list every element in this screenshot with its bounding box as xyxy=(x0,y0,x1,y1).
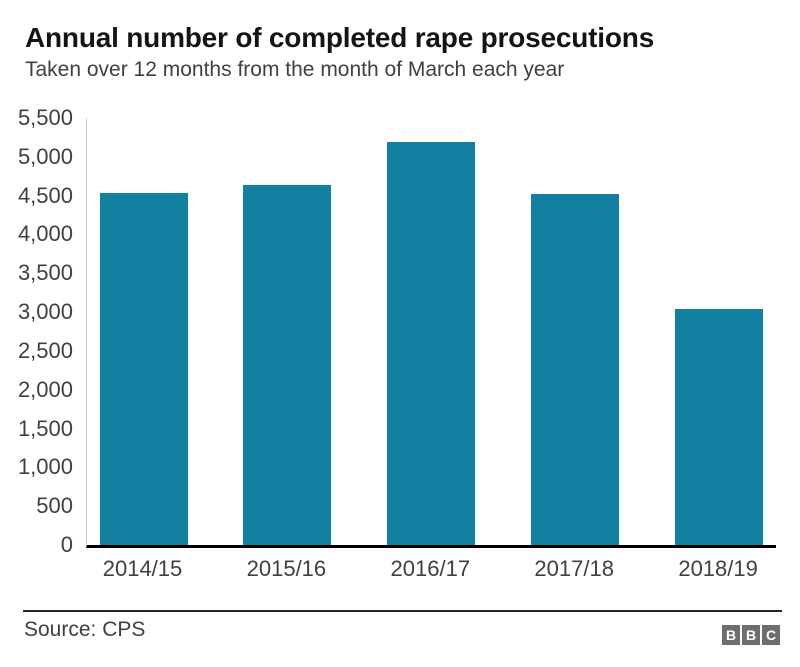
bbc-logo-letter: B xyxy=(742,625,760,645)
source-label: Source: CPS xyxy=(24,618,146,641)
y-tick-label: 5,500 xyxy=(17,105,73,130)
chart-title: Annual number of completed rape prosecut… xyxy=(25,22,655,53)
x-tick-label: 2015/16 xyxy=(246,556,327,581)
y-tick-label: 500 xyxy=(36,493,73,519)
x-tick-label: 2014/15 xyxy=(102,556,183,581)
y-tick-label: 0 xyxy=(60,532,73,557)
bbc-logo-letter: C xyxy=(762,625,780,645)
y-tick-label: 1,000 xyxy=(17,454,73,480)
footer-divider xyxy=(23,610,782,612)
y-tick-label: 4,500 xyxy=(17,182,73,208)
x-tick-label: 2017/18 xyxy=(534,556,614,581)
bar-2016-17 xyxy=(387,142,476,545)
y-axis: 0 500 1,000 1,500 2,000 2,500 3,000 3,500 4,000 4… xyxy=(0,0,73,667)
x-tick-label: 2016/17 xyxy=(390,556,471,581)
bar-2017-18 xyxy=(531,194,620,545)
plot-area xyxy=(86,118,776,548)
y-tick-label: 3,000 xyxy=(17,299,73,325)
bar-2014-15 xyxy=(99,192,188,545)
chart-subtitle: Taken over 12 months from the month of M… xyxy=(25,58,565,81)
bbc-logo-letter: B xyxy=(722,625,740,645)
x-axis: 2014/15 2015/16 2016/17 2017/18 2018/19 xyxy=(86,556,775,586)
y-tick-label: 3,500 xyxy=(17,260,73,286)
y-tick-label: 1,500 xyxy=(17,415,73,441)
bar-2018-19 xyxy=(675,309,764,545)
y-tick-label: 2,000 xyxy=(17,376,73,402)
y-tick-label: 2,500 xyxy=(17,337,73,363)
bar-2015-16 xyxy=(243,184,332,545)
y-tick-label: 5,000 xyxy=(17,143,73,169)
y-tick-label: 4,000 xyxy=(17,221,73,247)
x-tick-label: 2018/19 xyxy=(678,556,758,581)
